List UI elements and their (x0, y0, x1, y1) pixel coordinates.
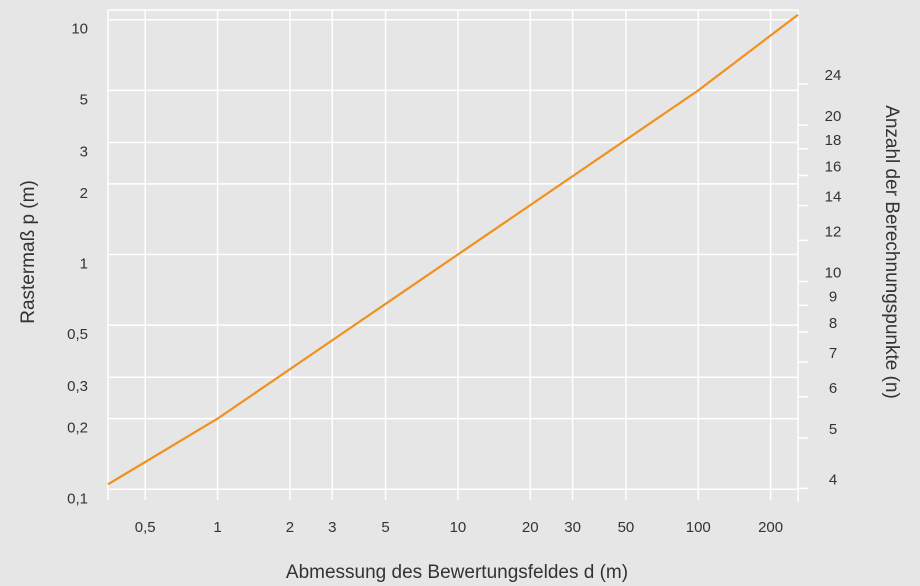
x-tick-label: 1 (213, 519, 221, 536)
y-tick-label: 10 (71, 21, 88, 38)
y-tick-label: 3 (80, 143, 88, 160)
y-tick-label: 2 (80, 185, 88, 202)
x-tick-label: 5 (381, 519, 389, 536)
right-tick-label: 20 (825, 108, 842, 125)
x-tick-label: 100 (686, 519, 711, 536)
y-tick-label: 5 (80, 91, 88, 108)
x-tick-label: 3 (328, 519, 336, 536)
x-tick-label: 30 (564, 519, 581, 536)
series-layer (107, 13, 799, 486)
x-axis-title: Abmessung des Bewertungsfeldes d (m) (286, 562, 628, 583)
x-tick-label: 200 (758, 519, 783, 536)
right-tick-label: 14 (825, 189, 842, 206)
right-tick-label: 16 (825, 158, 842, 175)
right-axis-title: Anzahl der Berechnungspunkte (n) (881, 105, 902, 399)
x-tick-label: 2 (286, 519, 294, 536)
y-axis-tick-labels: 0,1 0,2 0,3 0,5 1 2 3 5 10 (67, 21, 88, 508)
right-tick-label: 7 (829, 345, 837, 362)
y-tick-label: 0,3 (67, 378, 88, 395)
right-tick-label: 5 (829, 421, 837, 438)
right-axis-tick-marks (798, 83, 808, 490)
grid (107, 9, 799, 502)
right-tick-label: 10 (825, 265, 842, 282)
y-tick-label: 0,2 (67, 420, 88, 437)
y-tick-label: 0,1 (67, 490, 88, 507)
right-tick-label: 18 (825, 132, 842, 149)
x-tick-label: 10 (450, 519, 467, 536)
x-tick-label: 0,5 (135, 519, 156, 536)
right-tick-label: 9 (829, 288, 837, 305)
right-tick-label: 6 (829, 380, 837, 397)
right-tick-label: 12 (825, 223, 842, 240)
y-tick-label: 0,5 (67, 326, 88, 343)
right-tick-label: 8 (829, 315, 837, 332)
right-tick-label: 4 (829, 471, 837, 488)
x-tick-label: 50 (618, 519, 635, 536)
series-line (107, 13, 799, 486)
y-axis-title: Rastermaß p (m) (18, 180, 39, 324)
x-axis-tick-labels: 0,5 1 2 3 5 10 20 30 50 100 200 (135, 519, 783, 536)
right-axis-tick-labels: 4 5 6 7 8 9 10 12 14 16 18 20 24 (825, 67, 842, 488)
y-tick-label: 1 (80, 255, 88, 272)
x-tick-label: 20 (522, 519, 539, 536)
right-tick-label: 24 (825, 67, 842, 84)
